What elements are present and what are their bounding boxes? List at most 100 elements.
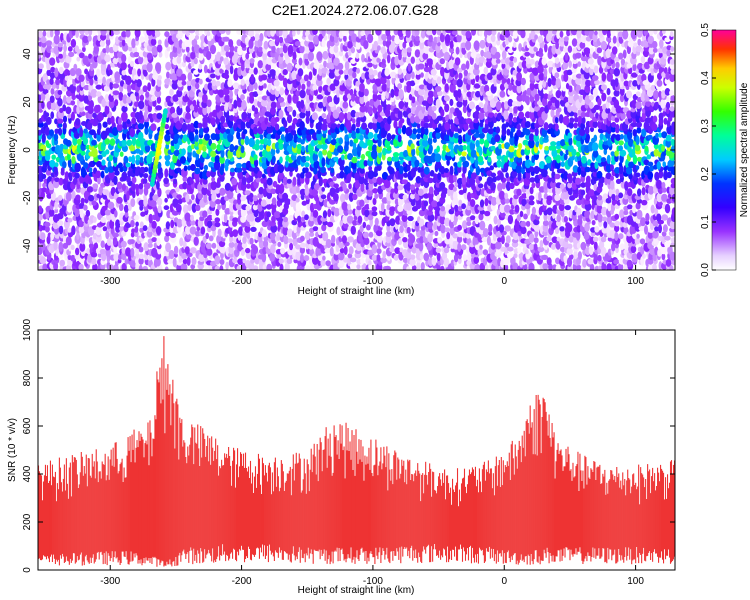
spectrogram-cell	[194, 157, 202, 168]
spectrogram-cell	[512, 42, 517, 48]
spectrogram-cell	[125, 30, 131, 38]
spectrogram-cell	[465, 30, 472, 39]
spectrogram-cell	[554, 123, 559, 132]
spectrogram-cell	[388, 167, 395, 175]
spectrogram-cell	[356, 264, 361, 270]
spectrogram-cell	[577, 251, 583, 260]
spectrogram-cell	[190, 264, 196, 270]
spectrogram-cells	[38, 30, 675, 270]
spectrogram-cell	[503, 109, 509, 120]
spectrogram-cell	[253, 126, 258, 135]
spectrogram-cell	[96, 68, 101, 78]
spectrogram-cell	[109, 138, 116, 147]
spectrogram-cell	[372, 188, 378, 194]
spectrogram-cell	[168, 249, 175, 260]
spectrogram-cell	[219, 30, 226, 34]
spectrogram-cell	[116, 196, 123, 204]
spectrogram-cell	[529, 166, 535, 173]
spectrogram-cell	[225, 128, 231, 134]
spectrogram-cell	[284, 262, 290, 270]
spectrogram-cell	[53, 240, 58, 251]
spectrogram-cell	[90, 251, 98, 258]
spectrogram-cell	[368, 231, 374, 238]
spectrogram-cell	[155, 62, 162, 72]
spectrogram-cell	[376, 235, 383, 243]
spectrogram-cell	[193, 44, 200, 54]
spectrogram-cell	[101, 159, 106, 166]
spectrogram-cell	[68, 51, 75, 58]
spectrogram-cell	[593, 65, 599, 74]
spectrogram-cell	[254, 143, 260, 151]
spectrogram-cell	[169, 232, 176, 239]
spectrogram-cell	[318, 150, 323, 159]
spectrogram-cell	[360, 153, 366, 160]
spectrogram-cell	[495, 101, 502, 111]
spectrogram-cell	[283, 216, 288, 223]
spectrogram-cell	[214, 255, 221, 265]
spectrogram-cell	[67, 158, 72, 169]
spectrogram-cell	[220, 149, 225, 158]
spectrogram-cell	[338, 111, 345, 122]
spectrogram-cell	[211, 210, 216, 216]
spectrogram-cell	[324, 248, 331, 254]
spectrogram-cell	[223, 45, 230, 52]
spectrogram-cell	[347, 203, 352, 211]
spectrogram-cell	[182, 134, 188, 142]
spectrogram-cell	[193, 236, 199, 246]
spectrogram-cell	[371, 211, 378, 217]
spectrogram-cell	[601, 216, 608, 222]
spectrogram-cell	[507, 246, 514, 252]
spectrogram-cell	[133, 74, 140, 80]
spectrogram-cell	[333, 45, 339, 53]
spectrogram-cell	[420, 72, 424, 78]
spectrogram-cell	[157, 187, 162, 198]
spectrogram-cell	[430, 68, 437, 76]
spectrogram-cell	[597, 98, 602, 107]
spectrogram-cell	[490, 145, 496, 151]
spectrogram-cell	[279, 52, 284, 58]
spectrogram-cell	[135, 186, 140, 197]
spectrogram-cell	[116, 123, 123, 132]
spectrogram-cell	[424, 127, 429, 136]
spectrogram-cell	[279, 101, 286, 107]
spectrogram-cell	[164, 235, 170, 243]
spectrogram-cell	[406, 266, 411, 270]
spectrogram-cell	[74, 162, 81, 173]
spectrogram-cell	[205, 232, 209, 240]
spectrogram-cell	[376, 248, 382, 255]
spectrogram-cell	[567, 173, 573, 180]
spectrogram-cell	[488, 223, 493, 233]
spectrogram-cell	[270, 61, 277, 69]
spectrogram-cell	[135, 158, 141, 166]
spectrogram-cell	[337, 145, 344, 154]
spectrogram-cell	[171, 72, 179, 81]
spectrogram-cell	[180, 73, 187, 82]
spectrogram-cell	[106, 33, 111, 41]
spectrogram-cell	[188, 30, 196, 34]
spectrogram-cell	[38, 179, 42, 189]
spectrogram-cell	[38, 121, 44, 128]
spectrogram-cell	[550, 243, 556, 250]
spectrogram-cell	[588, 246, 594, 255]
spectrogram-cell	[423, 200, 429, 207]
spectrogram-cell	[308, 41, 314, 50]
spectrogram-cell	[96, 132, 102, 142]
spectrogram-cell	[216, 144, 222, 152]
spectrogram-cell	[233, 51, 239, 60]
spectrogram-cell	[66, 96, 72, 104]
spectrogram-cell	[471, 30, 476, 36]
spectrogram-cell	[49, 95, 55, 103]
spectrogram-cell	[271, 155, 276, 164]
spectrogram-cell	[211, 30, 218, 36]
spectrogram-cell	[397, 238, 403, 246]
spectrogram-cell	[241, 99, 247, 110]
spectrogram-cell	[275, 69, 280, 77]
spectrogram-cell	[417, 63, 425, 70]
spectrogram-cell	[434, 86, 442, 92]
spectrogram-cell	[140, 211, 146, 217]
spectrogram-cell	[49, 159, 56, 168]
spectrogram-cell	[248, 30, 255, 37]
spectrogram-cell	[75, 247, 80, 256]
spectrogram-cell	[290, 129, 297, 136]
